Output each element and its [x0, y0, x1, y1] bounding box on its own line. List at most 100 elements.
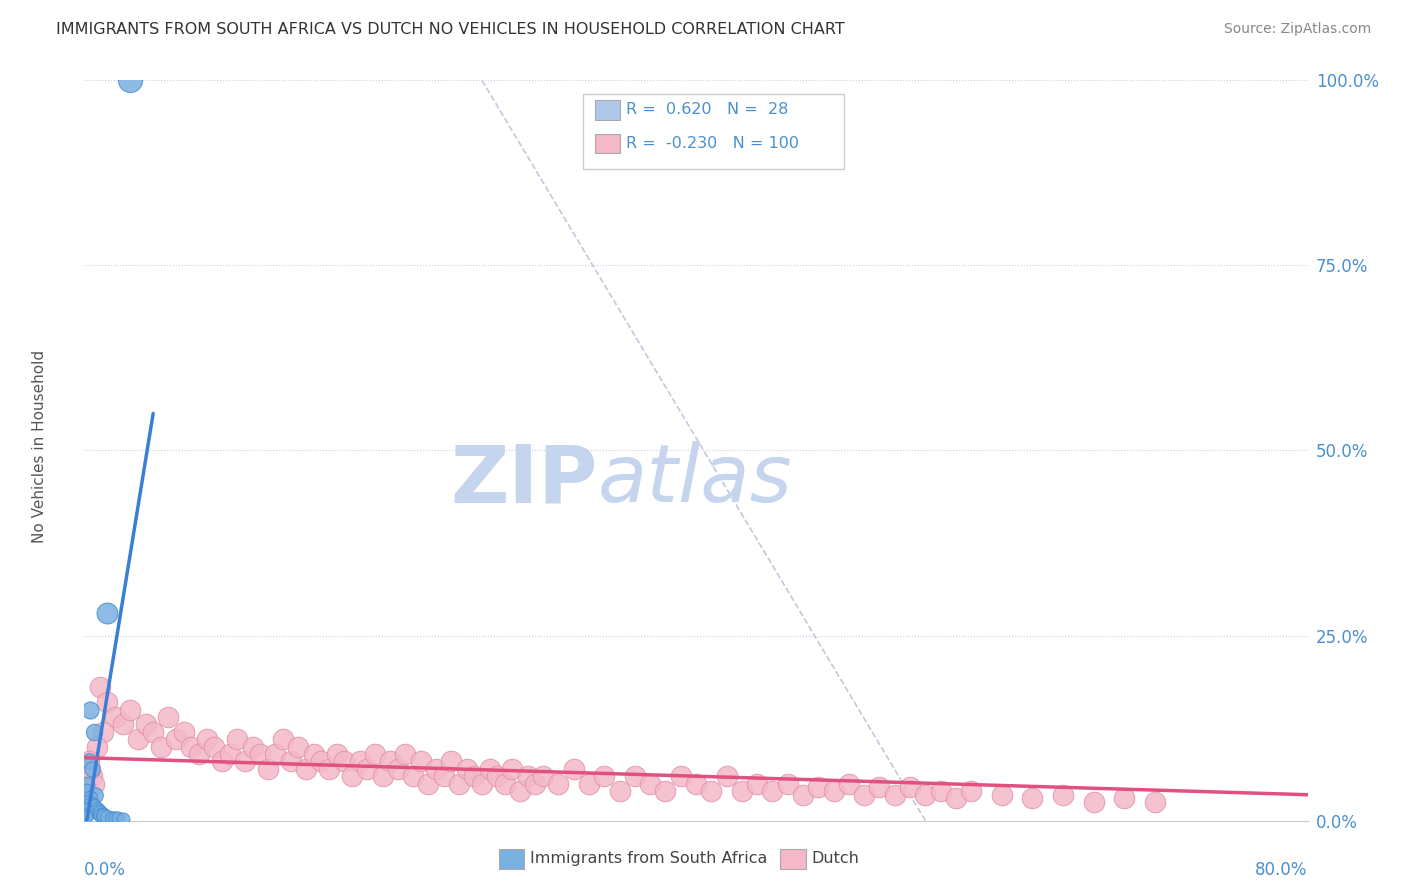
- Point: [509, 784, 531, 798]
- Point: [669, 769, 692, 783]
- Point: [960, 784, 983, 798]
- Point: [547, 776, 569, 791]
- Point: [456, 762, 478, 776]
- Point: [79, 703, 101, 717]
- Point: [311, 755, 333, 769]
- Text: 80.0%: 80.0%: [1256, 862, 1308, 880]
- Point: [883, 788, 905, 802]
- Point: [93, 809, 115, 823]
- Point: [233, 755, 256, 769]
- Point: [524, 776, 547, 791]
- Point: [1083, 795, 1105, 809]
- Point: [447, 776, 470, 791]
- Text: 0.0%: 0.0%: [84, 862, 127, 880]
- Point: [127, 732, 149, 747]
- Point: [624, 769, 647, 783]
- Point: [76, 784, 98, 798]
- Text: R =  -0.230   N = 100: R = -0.230 N = 100: [626, 136, 799, 151]
- Point: [120, 73, 142, 87]
- Point: [91, 808, 114, 822]
- Point: [869, 780, 891, 795]
- Point: [218, 747, 240, 761]
- Text: Immigrants from South Africa: Immigrants from South Africa: [530, 851, 768, 865]
- Point: [302, 747, 325, 761]
- Point: [425, 762, 447, 776]
- Text: No Vehicles in Household: No Vehicles in Household: [32, 350, 46, 542]
- Point: [838, 776, 860, 791]
- Point: [761, 784, 783, 798]
- Point: [792, 788, 814, 802]
- Point: [349, 755, 371, 769]
- Point: [807, 780, 830, 795]
- Point: [195, 732, 218, 747]
- Point: [157, 710, 180, 724]
- Point: [471, 776, 494, 791]
- Point: [853, 788, 876, 802]
- Point: [96, 607, 118, 621]
- Point: [685, 776, 707, 791]
- Point: [173, 724, 195, 739]
- Point: [371, 769, 394, 783]
- Point: [440, 755, 463, 769]
- Point: [418, 776, 440, 791]
- Point: [1143, 795, 1166, 809]
- Point: [914, 788, 936, 802]
- Point: [80, 797, 103, 812]
- Point: [356, 762, 378, 776]
- Point: [380, 755, 402, 769]
- Point: [111, 717, 134, 731]
- Point: [111, 812, 134, 826]
- Point: [75, 807, 97, 822]
- Point: [562, 762, 585, 776]
- Point: [96, 695, 118, 709]
- Point: [264, 747, 287, 761]
- Point: [80, 769, 103, 783]
- Point: [271, 732, 294, 747]
- Point: [76, 776, 98, 791]
- Point: [716, 769, 738, 783]
- Point: [249, 747, 271, 761]
- Point: [478, 762, 501, 776]
- Point: [1114, 791, 1136, 805]
- Point: [409, 755, 432, 769]
- Point: [80, 762, 103, 776]
- Point: [242, 739, 264, 754]
- Point: [494, 776, 516, 791]
- Point: [104, 710, 127, 724]
- Point: [82, 798, 104, 813]
- Point: [120, 703, 142, 717]
- Point: [86, 803, 108, 817]
- Point: [295, 762, 318, 776]
- Point: [101, 811, 124, 825]
- Point: [638, 776, 661, 791]
- Point: [898, 780, 921, 795]
- Point: [516, 769, 538, 783]
- Point: [86, 739, 108, 754]
- Point: [280, 755, 302, 769]
- Point: [287, 739, 309, 754]
- Point: [84, 788, 107, 802]
- Point: [135, 717, 157, 731]
- Point: [75, 810, 97, 824]
- Point: [1021, 791, 1043, 805]
- Point: [188, 747, 211, 761]
- Point: [731, 784, 754, 798]
- Point: [776, 776, 799, 791]
- Point: [340, 769, 363, 783]
- Point: [318, 762, 340, 776]
- Point: [486, 769, 509, 783]
- Point: [578, 776, 600, 791]
- Point: [333, 755, 356, 769]
- Point: [79, 791, 101, 805]
- Text: R =  0.620   N =  28: R = 0.620 N = 28: [626, 103, 787, 117]
- Point: [87, 805, 110, 819]
- Point: [77, 795, 100, 809]
- Point: [75, 803, 97, 817]
- Point: [226, 732, 249, 747]
- Point: [149, 739, 172, 754]
- Point: [531, 769, 554, 783]
- Point: [165, 732, 187, 747]
- Point: [107, 812, 129, 826]
- Point: [394, 747, 416, 761]
- Point: [929, 784, 952, 798]
